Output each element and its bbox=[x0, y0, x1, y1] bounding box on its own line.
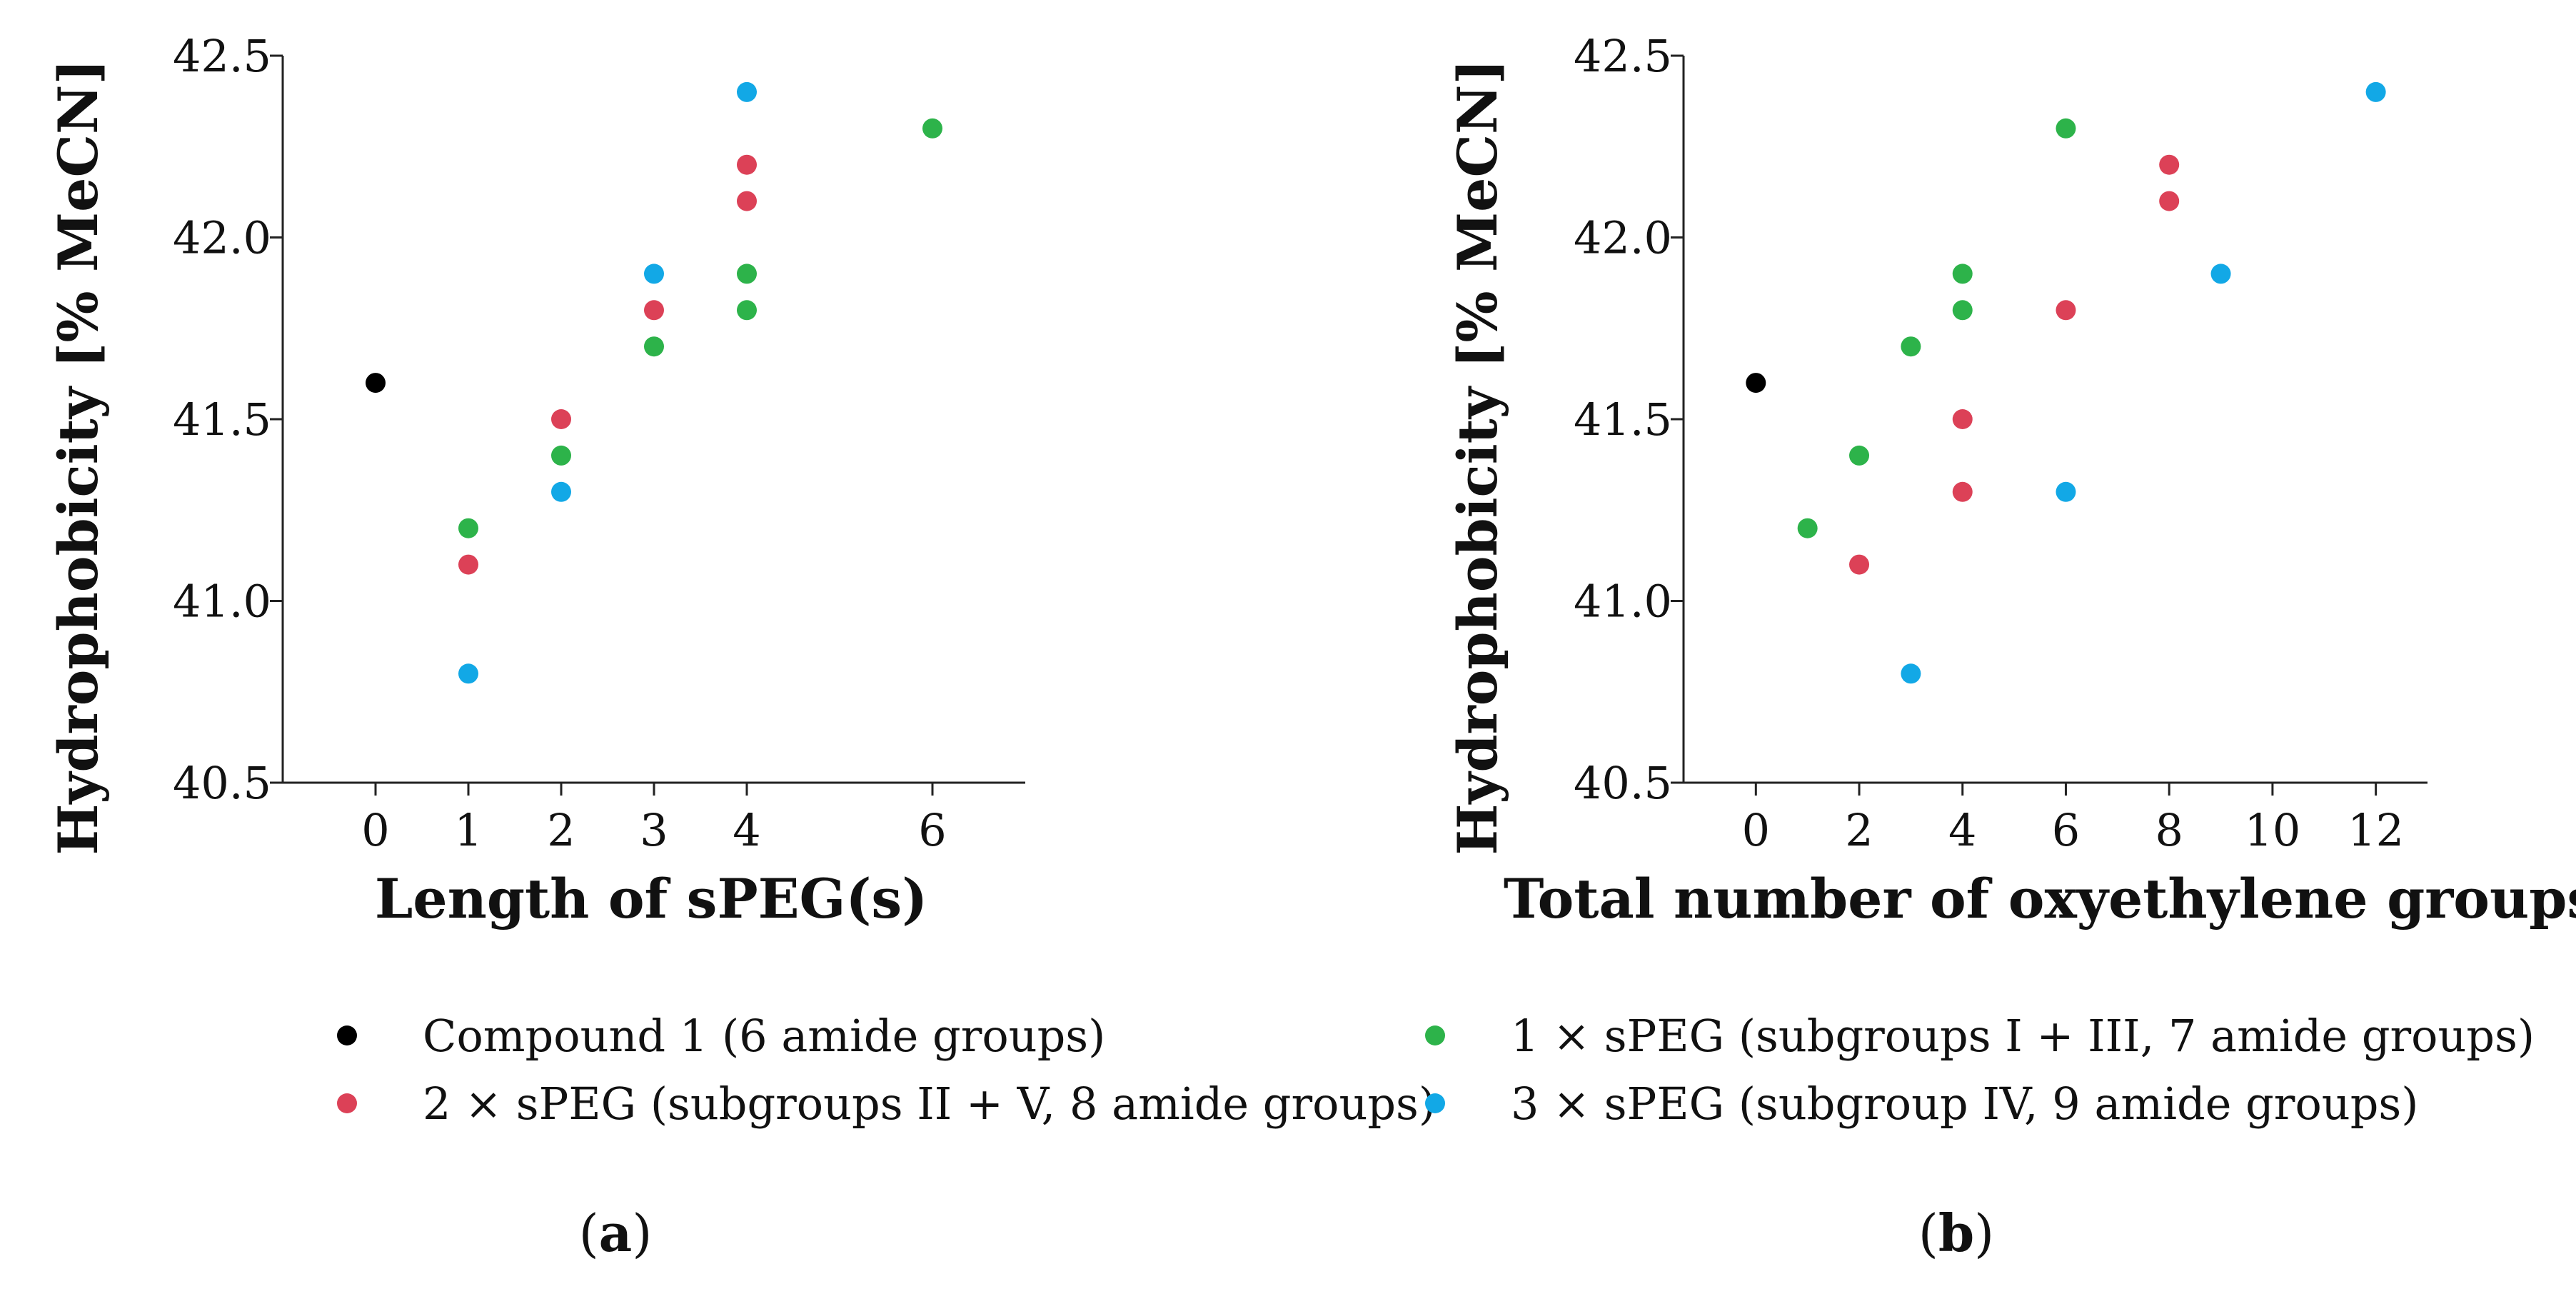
panel-a-letter: (a) bbox=[579, 1203, 653, 1263]
y-tick-label: 41.5 bbox=[173, 393, 271, 446]
x-tick-label: 2 bbox=[547, 804, 575, 856]
legend-marker-compound bbox=[337, 1025, 357, 1045]
legend-label-one-speg: 1 × sPEG (subgroups I + III, 7 amide gro… bbox=[1511, 1010, 2535, 1062]
data-point-one-speg bbox=[1901, 336, 1921, 357]
panel-b-chart: 40.5 41.0 41.5 42.0 42.5 0 2 4 6 8 10 12 Hydrophob… bbox=[1446, 30, 2576, 931]
data-point-one-speg bbox=[644, 336, 664, 357]
panel-a-axes bbox=[281, 56, 1025, 784]
data-point-two-speg bbox=[2056, 300, 2076, 321]
data-point-two-speg bbox=[1952, 481, 1973, 502]
data-point-one-speg bbox=[2056, 118, 2076, 139]
panel-b-letter: (b) bbox=[1918, 1203, 1995, 1263]
panel-b-x-axis-label: Total number of oxyethylene groups bbox=[1504, 867, 2576, 931]
data-point-three-speg bbox=[2365, 81, 2386, 102]
x-tick-label: 3 bbox=[640, 804, 668, 856]
data-point-three-speg bbox=[737, 81, 757, 102]
data-point-three-speg bbox=[1901, 663, 1921, 684]
legend-label-compound: Compound 1 (6 amide groups) bbox=[423, 1010, 1105, 1062]
data-point-two-speg bbox=[2159, 154, 2180, 175]
x-tick-label: 0 bbox=[361, 804, 389, 856]
x-tick-label: 4 bbox=[733, 804, 760, 856]
legend-label-three-speg: 3 × sPEG (subgroup IV, 9 amide groups) bbox=[1511, 1078, 2418, 1130]
legend-marker-three-speg bbox=[1425, 1093, 1445, 1113]
data-point-three-speg bbox=[2056, 481, 2076, 502]
legend-label-two-speg: 2 × sPEG (subgroups II + V, 8 amide grou… bbox=[423, 1078, 1436, 1130]
data-point-one-speg bbox=[922, 118, 942, 139]
x-tick-label: 12 bbox=[2348, 804, 2404, 856]
panel-a-y-axis-label: Hydrophobicity [% MeCN] bbox=[46, 59, 110, 856]
data-point-two-speg bbox=[1952, 409, 1973, 429]
data-point-three-speg bbox=[458, 663, 478, 684]
panel-b-points bbox=[1746, 81, 2386, 684]
y-tick-label: 41.0 bbox=[173, 576, 271, 628]
x-tick-label: 10 bbox=[2244, 804, 2300, 856]
y-tick-label: 40.5 bbox=[173, 757, 271, 809]
data-point-two-speg bbox=[737, 154, 757, 175]
x-tick-label: 6 bbox=[2052, 804, 2080, 856]
data-point-two-speg bbox=[737, 191, 757, 211]
data-point-one-speg bbox=[737, 264, 757, 284]
legend: Compound 1 (6 amide groups) 1 × sPEG (su… bbox=[337, 1010, 2535, 1130]
x-tick-label: 8 bbox=[2155, 804, 2183, 856]
y-tick-label: 42.0 bbox=[1574, 212, 1672, 264]
x-tick-label: 1 bbox=[454, 804, 482, 856]
data-point-two-speg bbox=[2159, 191, 2180, 211]
y-tick-label: 40.5 bbox=[1574, 757, 1672, 809]
data-point-three-speg bbox=[551, 481, 571, 502]
y-tick-label: 42.5 bbox=[173, 30, 271, 82]
data-point-two-speg bbox=[458, 554, 478, 575]
y-tick-label: 42.0 bbox=[173, 212, 271, 264]
legend-marker-one-speg bbox=[1425, 1025, 1445, 1045]
panel-b-y-axis-label: Hydrophobicity [% MeCN] bbox=[1446, 59, 1509, 856]
panel-a-y-ticks: 40.5 41.0 41.5 42.0 42.5 bbox=[173, 30, 283, 809]
x-tick-label: 6 bbox=[918, 804, 946, 856]
data-point-compound bbox=[1746, 373, 1766, 393]
y-tick-label: 41.5 bbox=[1574, 393, 1672, 446]
panel-b-axes bbox=[1682, 56, 2427, 784]
legend-marker-two-speg bbox=[337, 1093, 357, 1113]
panel-a-chart: 40.5 41.0 41.5 42.0 42.5 0 1 2 3 4 6 Hydrophobici… bbox=[46, 30, 1025, 931]
data-point-one-speg bbox=[1952, 300, 1973, 321]
x-tick-label: 4 bbox=[1948, 804, 1976, 856]
data-point-compound bbox=[366, 373, 386, 393]
data-point-two-speg bbox=[551, 409, 571, 429]
y-tick-label: 42.5 bbox=[1574, 30, 1672, 82]
x-tick-label: 2 bbox=[1845, 804, 1873, 856]
data-point-one-speg bbox=[1797, 518, 1818, 538]
data-point-two-speg bbox=[644, 300, 664, 321]
data-point-three-speg bbox=[2210, 264, 2231, 284]
data-point-one-speg bbox=[551, 445, 571, 466]
panel-a-x-ticks: 0 1 2 3 4 6 bbox=[361, 783, 947, 856]
data-point-three-speg bbox=[644, 264, 664, 284]
panel-b-x-ticks: 0 2 4 6 8 10 12 bbox=[1742, 783, 2404, 856]
data-point-one-speg bbox=[1849, 445, 1870, 466]
x-tick-label: 0 bbox=[1742, 804, 1770, 856]
panel-a-points bbox=[366, 81, 942, 684]
y-tick-label: 41.0 bbox=[1574, 576, 1672, 628]
panel-a-x-axis-label: Length of sPEG(s) bbox=[375, 867, 927, 931]
data-point-one-speg bbox=[737, 300, 757, 321]
data-point-two-speg bbox=[1849, 554, 1870, 575]
data-point-one-speg bbox=[458, 518, 478, 538]
panel-b-y-ticks: 40.5 41.0 41.5 42.0 42.5 bbox=[1574, 30, 1684, 809]
data-point-one-speg bbox=[1952, 264, 1973, 284]
